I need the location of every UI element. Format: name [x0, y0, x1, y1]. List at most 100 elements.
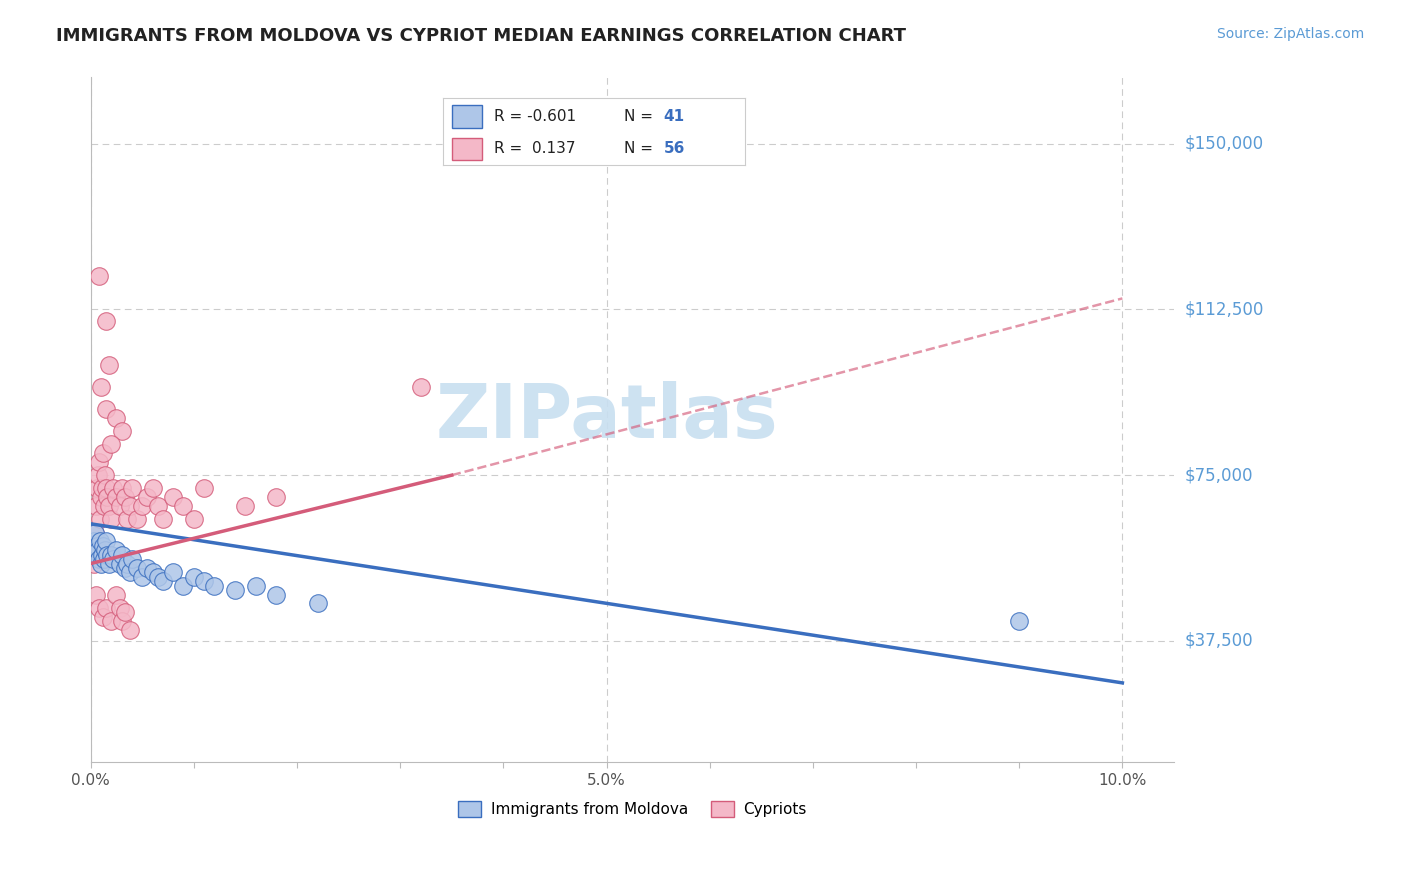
Point — [87, 552, 110, 566]
Text: $150,000: $150,000 — [1185, 135, 1264, 153]
Point — [82, 543, 104, 558]
Point — [118, 566, 141, 580]
Point — [307, 596, 329, 610]
Point — [110, 548, 132, 562]
Text: R = -0.601: R = -0.601 — [495, 109, 576, 124]
Point — [103, 482, 125, 496]
Point — [94, 468, 117, 483]
Point — [108, 600, 131, 615]
Text: $112,500: $112,500 — [1185, 301, 1264, 318]
Point — [87, 543, 110, 558]
Text: N =: N = — [624, 141, 654, 156]
Point — [115, 512, 138, 526]
Point — [96, 490, 118, 504]
Point — [91, 609, 114, 624]
Point — [100, 548, 122, 562]
Point — [114, 490, 136, 504]
Point — [131, 570, 153, 584]
Point — [105, 410, 128, 425]
Point — [83, 557, 105, 571]
Point — [146, 499, 169, 513]
Point — [91, 548, 114, 562]
Point — [90, 557, 112, 571]
Point — [94, 600, 117, 615]
Point — [152, 574, 174, 589]
Point — [125, 561, 148, 575]
Point — [87, 600, 110, 615]
Point — [141, 482, 163, 496]
Text: 41: 41 — [664, 109, 685, 124]
Point — [183, 570, 205, 584]
Point — [89, 534, 111, 549]
Point — [105, 543, 128, 558]
Text: ZIPatlas: ZIPatlas — [436, 381, 778, 454]
Point — [91, 539, 114, 553]
Point — [136, 561, 159, 575]
Point — [108, 557, 131, 571]
Point — [172, 579, 194, 593]
Point — [162, 566, 184, 580]
Point — [115, 557, 138, 571]
Point — [266, 587, 288, 601]
Point — [152, 512, 174, 526]
Point — [94, 401, 117, 416]
Point — [89, 512, 111, 526]
Point — [136, 490, 159, 504]
Point — [94, 313, 117, 327]
Point — [100, 437, 122, 451]
Point — [108, 499, 131, 513]
Point — [1008, 614, 1031, 628]
Point — [90, 380, 112, 394]
Point — [118, 499, 141, 513]
Text: R =  0.137: R = 0.137 — [495, 141, 576, 156]
Legend: Immigrants from Moldova, Cypriots: Immigrants from Moldova, Cypriots — [453, 795, 813, 823]
Point — [121, 482, 143, 496]
Point — [121, 552, 143, 566]
Point — [162, 490, 184, 504]
Text: 56: 56 — [664, 141, 685, 156]
Point — [83, 534, 105, 549]
Point — [98, 557, 121, 571]
Text: Source: ZipAtlas.com: Source: ZipAtlas.com — [1216, 27, 1364, 41]
Point — [105, 587, 128, 601]
Point — [110, 614, 132, 628]
Text: $37,500: $37,500 — [1185, 632, 1254, 650]
Point — [82, 543, 104, 558]
Point — [409, 380, 432, 394]
Point — [91, 446, 114, 460]
Point — [86, 482, 108, 496]
Point — [94, 543, 117, 558]
Point — [98, 358, 121, 372]
Point — [125, 512, 148, 526]
Point — [235, 499, 257, 513]
Point — [83, 525, 105, 540]
Point — [96, 548, 118, 562]
Text: IMMIGRANTS FROM MOLDOVA VS CYPRIOT MEDIAN EARNINGS CORRELATION CHART: IMMIGRANTS FROM MOLDOVA VS CYPRIOT MEDIA… — [56, 27, 907, 45]
Point — [84, 499, 107, 513]
Point — [266, 490, 288, 504]
Point — [172, 499, 194, 513]
Point — [100, 512, 122, 526]
Point — [110, 424, 132, 438]
Point — [224, 583, 246, 598]
Point — [193, 482, 215, 496]
Bar — [451, 105, 482, 128]
Point — [245, 579, 267, 593]
Point — [118, 623, 141, 637]
Point — [146, 570, 169, 584]
Point — [98, 499, 121, 513]
Text: $75,000: $75,000 — [1185, 467, 1254, 484]
Point — [94, 482, 117, 496]
Point — [100, 614, 122, 628]
Point — [204, 579, 226, 593]
Point — [103, 552, 125, 566]
Point — [114, 561, 136, 575]
Point — [193, 574, 215, 589]
Point — [86, 539, 108, 553]
Point — [87, 269, 110, 284]
Bar — [451, 137, 482, 160]
Point — [114, 605, 136, 619]
Point — [91, 482, 114, 496]
Point — [94, 534, 117, 549]
Point — [110, 482, 132, 496]
